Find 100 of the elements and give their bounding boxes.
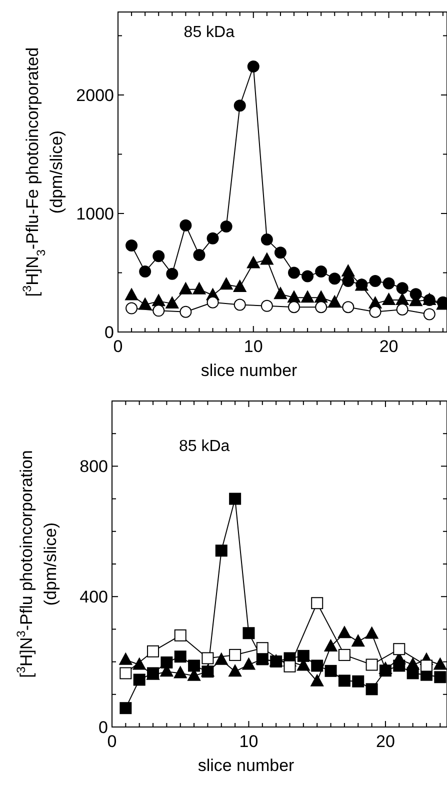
point xyxy=(139,266,152,278)
x-axis-title: slice number xyxy=(200,361,298,380)
point xyxy=(260,252,274,265)
point xyxy=(366,658,378,671)
y-tick-label: 0 xyxy=(104,323,114,342)
point xyxy=(342,301,354,314)
y-tick-label: 800 xyxy=(80,457,108,476)
point xyxy=(215,544,228,557)
point xyxy=(338,648,350,661)
point xyxy=(179,282,192,294)
point xyxy=(180,219,192,232)
point xyxy=(338,626,351,638)
point xyxy=(152,304,165,317)
point xyxy=(206,296,219,308)
point xyxy=(297,650,310,662)
point xyxy=(206,232,219,244)
point xyxy=(233,280,246,292)
annotation: 85 kDa xyxy=(179,438,230,455)
x-axis-title: slice number xyxy=(198,756,295,775)
point xyxy=(396,303,408,316)
point xyxy=(396,282,408,294)
annotation: 85 kDa xyxy=(184,24,235,41)
point xyxy=(434,658,447,670)
point xyxy=(366,683,378,696)
point xyxy=(369,275,382,288)
point xyxy=(193,248,206,261)
point xyxy=(434,671,446,684)
point xyxy=(229,492,242,505)
point xyxy=(220,220,232,233)
point xyxy=(284,660,296,672)
point xyxy=(302,270,314,282)
point xyxy=(315,301,328,314)
point xyxy=(174,650,186,663)
point xyxy=(256,642,268,654)
point xyxy=(152,294,166,306)
point xyxy=(202,652,214,664)
y-tick-label: 1000 xyxy=(76,204,114,224)
x-tick-label: 20 xyxy=(376,732,395,751)
point xyxy=(328,272,341,285)
point xyxy=(174,666,187,678)
point xyxy=(342,264,355,277)
point xyxy=(119,652,132,665)
point xyxy=(234,298,246,311)
point xyxy=(246,256,260,268)
point xyxy=(188,660,200,672)
point xyxy=(382,293,396,305)
point xyxy=(120,667,132,680)
point xyxy=(324,639,338,652)
point xyxy=(288,266,300,279)
point xyxy=(180,306,192,318)
point xyxy=(406,658,420,670)
point xyxy=(315,266,328,278)
point xyxy=(126,239,138,252)
point xyxy=(228,664,242,677)
point xyxy=(229,648,242,661)
y-tick-label: 2000 xyxy=(76,86,114,105)
point xyxy=(274,287,287,300)
point xyxy=(166,268,178,280)
point xyxy=(420,660,432,672)
point xyxy=(152,250,165,262)
point xyxy=(125,288,138,300)
y-tick-label: 0 xyxy=(98,718,108,737)
point xyxy=(423,308,436,320)
point xyxy=(174,629,186,642)
point xyxy=(338,674,350,687)
point xyxy=(288,290,301,303)
point xyxy=(234,100,246,112)
point xyxy=(393,643,406,656)
point xyxy=(369,306,382,318)
point xyxy=(352,634,365,647)
point xyxy=(242,658,256,670)
point xyxy=(311,660,324,672)
x-tick-label: 10 xyxy=(239,732,258,751)
point xyxy=(120,702,132,714)
point xyxy=(242,627,255,640)
point xyxy=(382,277,395,290)
point xyxy=(220,278,233,290)
point xyxy=(138,298,152,310)
point xyxy=(192,282,206,294)
point xyxy=(288,301,300,314)
point xyxy=(260,300,273,312)
y-tick-label: 400 xyxy=(80,588,108,607)
point xyxy=(214,652,228,665)
point xyxy=(352,675,364,688)
point xyxy=(147,645,160,658)
point xyxy=(314,290,328,303)
point xyxy=(247,60,260,73)
point xyxy=(396,293,409,305)
point xyxy=(126,302,138,314)
point xyxy=(301,290,314,303)
point xyxy=(324,664,337,677)
point xyxy=(274,246,286,259)
point xyxy=(365,626,378,639)
point xyxy=(260,234,273,246)
point xyxy=(310,674,324,686)
point xyxy=(311,597,324,610)
point xyxy=(160,656,173,668)
x-tick-label: 20 xyxy=(379,337,398,356)
point xyxy=(378,662,392,674)
point xyxy=(166,296,179,309)
